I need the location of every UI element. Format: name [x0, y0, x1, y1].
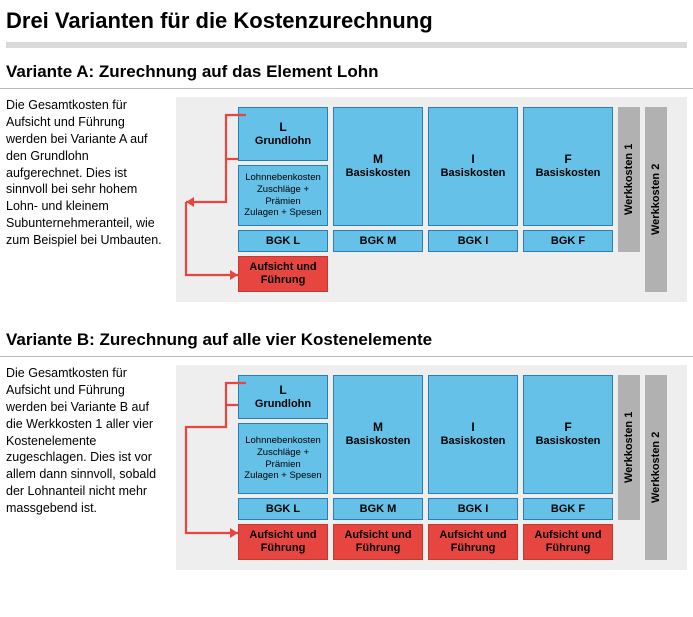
- boxB-M-head: M Basiskosten: [333, 375, 423, 494]
- colB-I-letter: I: [471, 420, 474, 435]
- colB-F-label: Basiskosten: [536, 435, 601, 449]
- diagram-variante-b: L Grundlohn Lohnnebenkosten Zuschläge + …: [176, 365, 687, 570]
- colB-I-label: Basiskosten: [441, 435, 506, 449]
- col-F-letter: F: [564, 152, 571, 167]
- section-variante-a: Variante A: Zurechnung auf das Element L…: [0, 62, 693, 302]
- boxB-bgk-I: BGK I: [428, 498, 518, 520]
- heading-variante-a: Variante A: Zurechnung auf das Element L…: [0, 62, 693, 89]
- boxB-I-head: I Basiskosten: [428, 375, 518, 494]
- col-werkkosten1: Werkkosten 1: [618, 107, 640, 252]
- colB-I: I Basiskosten BGK I Aufsicht und Führung: [428, 375, 518, 560]
- col-L-label: Grundlohn: [255, 135, 311, 149]
- box-bgk-F: BGK F: [523, 230, 613, 252]
- col-M-letter: M: [373, 152, 383, 167]
- box-bgk-M: BGK M: [333, 230, 423, 252]
- col-F: F Basiskosten BGK F: [523, 107, 613, 252]
- box-F-head: F Basiskosten: [523, 107, 613, 226]
- diagram-variante-a: L Grundlohn Lohnnebenkosten Zuschläge + …: [176, 97, 687, 302]
- boxB-bgk-L: BGK L: [238, 498, 328, 520]
- arrow-a-bracket: [176, 97, 246, 302]
- colB-L: L Grundlohn Lohnnebenkosten Zuschläge + …: [238, 375, 328, 560]
- box-I-head: I Basiskosten: [428, 107, 518, 226]
- labelB-werkkosten2: Werkkosten 2: [645, 375, 667, 560]
- colB-L-label: Grundlohn: [255, 398, 311, 412]
- boxB-auf-L: Aufsicht und Führung: [238, 524, 328, 560]
- colB-M-letter: M: [373, 420, 383, 435]
- arrow-b: [176, 365, 246, 570]
- labelB-werkkosten1: Werkkosten 1: [618, 375, 640, 520]
- boxB-L-mid: Lohnnebenkosten Zuschläge + Prämien Zula…: [238, 423, 328, 494]
- paragraph-variante-a: Die Gesamtkosten für Aufsicht und Führun…: [6, 97, 166, 302]
- colB-werkkosten2: Werkkosten 2: [645, 375, 667, 560]
- col-M-label: Basiskosten: [346, 167, 411, 181]
- col-werkkosten2: Werkkosten 2: [645, 107, 667, 292]
- boxB-auf-I: Aufsicht und Führung: [428, 524, 518, 560]
- colB-L-mid3: Zulagen + Spesen: [244, 470, 321, 482]
- box-L-head: L Grundlohn: [238, 107, 328, 161]
- col-I-label: Basiskosten: [441, 167, 506, 181]
- colB-L-mid2: Zuschläge + Prämien: [241, 447, 325, 471]
- colB-L-mid1: Lohnnebenkosten: [245, 435, 321, 447]
- col-L-mid3: Zulagen + Spesen: [244, 207, 321, 219]
- col-F-label: Basiskosten: [536, 167, 601, 181]
- boxB-auf-F: Aufsicht und Führung: [523, 524, 613, 560]
- colB-L-letter: L: [279, 383, 286, 398]
- col-I: I Basiskosten BGK I: [428, 107, 518, 252]
- title-rule: [6, 42, 687, 48]
- box-bgk-L: BGK L: [238, 230, 328, 252]
- boxB-L-head: L Grundlohn: [238, 375, 328, 419]
- label-werkkosten2: Werkkosten 2: [645, 107, 667, 292]
- box-aufsicht-L: Aufsicht und Führung: [238, 256, 328, 292]
- box-L-mid: Lohnnebenkosten Zuschläge + Prämien Zula…: [238, 165, 328, 226]
- section-variante-b: Variante B: Zurechnung auf alle vier Kos…: [0, 330, 693, 570]
- paragraph-variante-b: Die Gesamtkosten für Aufsicht und Führun…: [6, 365, 166, 570]
- box-M-head: M Basiskosten: [333, 107, 423, 226]
- boxB-bgk-F: BGK F: [523, 498, 613, 520]
- box-bgk-I: BGK I: [428, 230, 518, 252]
- boxB-auf-M: Aufsicht und Führung: [333, 524, 423, 560]
- boxB-F-head: F Basiskosten: [523, 375, 613, 494]
- col-I-letter: I: [471, 152, 474, 167]
- label-werkkosten1: Werkkosten 1: [618, 107, 640, 252]
- col-L-letter: L: [279, 120, 286, 135]
- page-title: Drei Varianten für die Kostenzurechnung: [0, 0, 693, 40]
- heading-variante-b: Variante B: Zurechnung auf alle vier Kos…: [0, 330, 693, 357]
- colB-M: M Basiskosten BGK M Aufsicht und Führung: [333, 375, 423, 560]
- col-L-mid2: Zuschläge + Prämien: [241, 184, 325, 208]
- colB-werkkosten1: Werkkosten 1: [618, 375, 640, 520]
- col-L: L Grundlohn Lohnnebenkosten Zuschläge + …: [238, 107, 328, 292]
- boxB-bgk-M: BGK M: [333, 498, 423, 520]
- colB-M-label: Basiskosten: [346, 435, 411, 449]
- colB-F-letter: F: [564, 420, 571, 435]
- col-M: M Basiskosten BGK M: [333, 107, 423, 252]
- colB-F: F Basiskosten BGK F Aufsicht und Führung: [523, 375, 613, 560]
- col-L-mid1: Lohnnebenkosten: [245, 172, 321, 184]
